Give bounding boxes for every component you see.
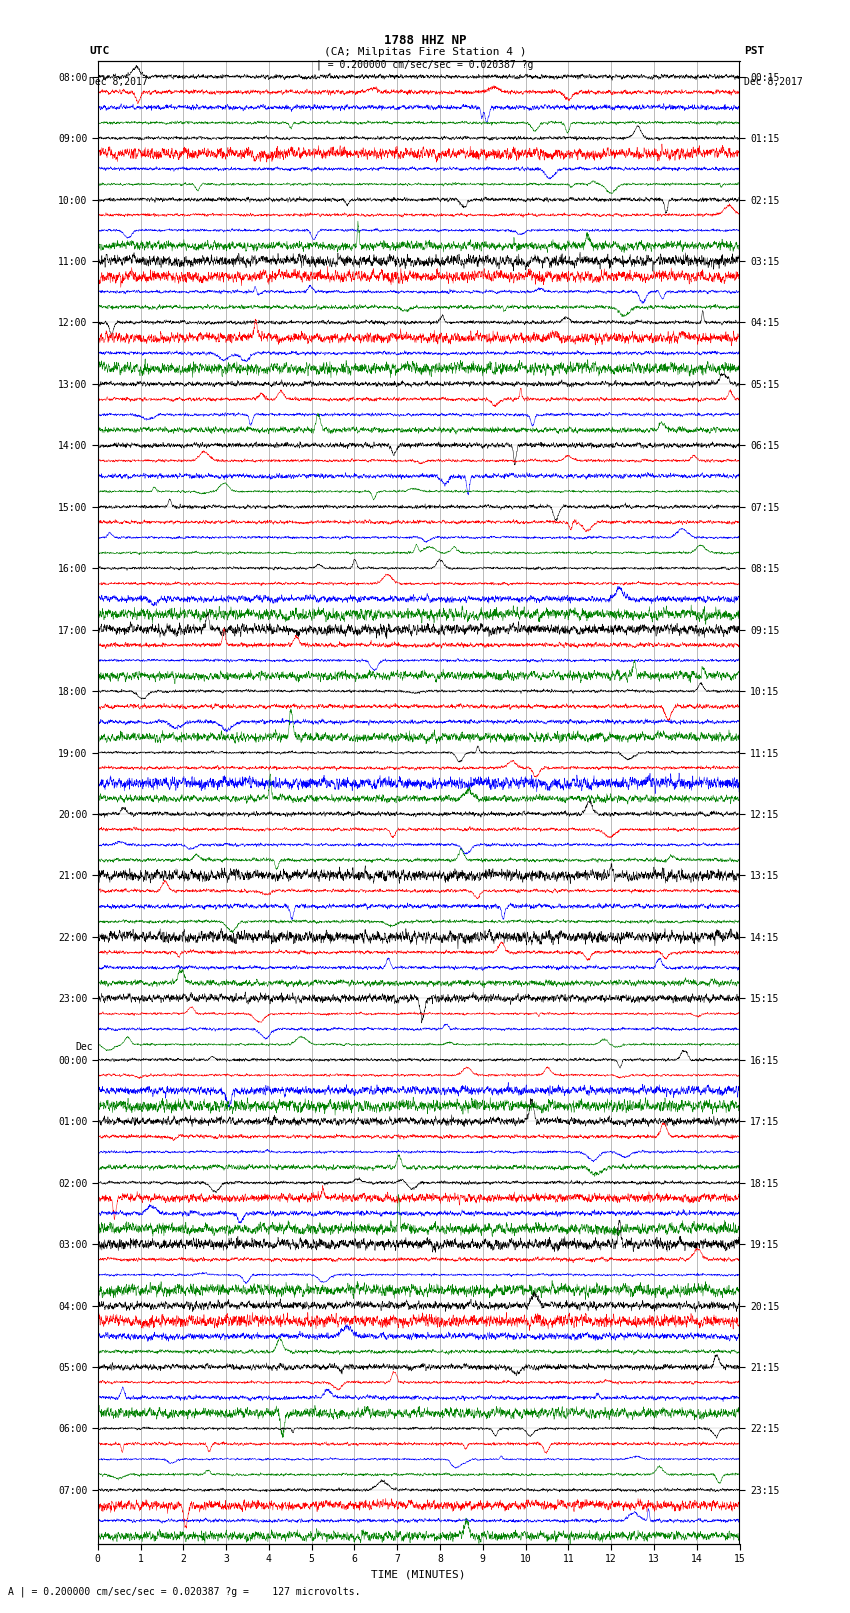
Text: Dec 8,2017: Dec 8,2017 (89, 77, 148, 87)
Text: Dec 8,2017: Dec 8,2017 (744, 77, 802, 87)
Text: | = 0.200000 cm/sec/sec = 0.020387 ?g: | = 0.200000 cm/sec/sec = 0.020387 ?g (316, 60, 534, 71)
Text: 1788 HHZ NP: 1788 HHZ NP (383, 34, 467, 47)
Text: PST: PST (744, 47, 764, 56)
Text: (CA; Milpitas Fire Station 4 ): (CA; Milpitas Fire Station 4 ) (324, 47, 526, 56)
Text: UTC: UTC (89, 47, 110, 56)
X-axis label: TIME (MINUTES): TIME (MINUTES) (371, 1569, 466, 1579)
Text: A | = 0.200000 cm/sec/sec = 0.020387 ?g =    127 microvolts.: A | = 0.200000 cm/sec/sec = 0.020387 ?g … (8, 1586, 361, 1597)
Text: Dec: Dec (76, 1042, 94, 1052)
